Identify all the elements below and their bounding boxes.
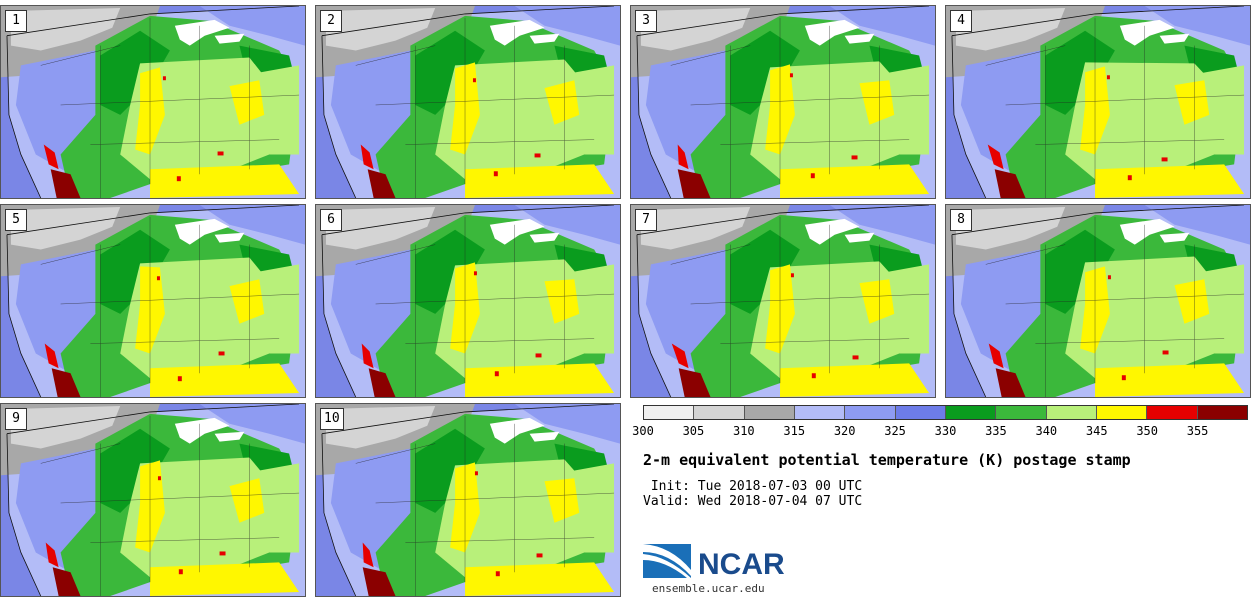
member-map-panel: 4 <box>945 5 1251 199</box>
member-map-panel: 9 <box>0 403 306 597</box>
colorbar-bin-10 <box>1147 406 1198 419</box>
colorbar-bin-3 <box>794 406 846 419</box>
member-number-label: 5 <box>5 209 27 231</box>
colorbar-bin-0 <box>644 406 695 419</box>
member-map-panel: 5 <box>0 204 306 398</box>
colorbar <box>643 405 1248 420</box>
colorbar-tick-label: 330 <box>934 424 957 438</box>
colorbar-bin-11 <box>1197 406 1247 419</box>
colorbar-bin-6 <box>945 406 997 419</box>
member-number-label: 6 <box>320 209 342 231</box>
colorbar-ticks: 300 305 310 315 320 325 330 335 340 345 350 355 <box>632 424 1248 440</box>
member-number-label: 1 <box>5 10 27 32</box>
colorbar-tick-label: 325 <box>884 424 906 438</box>
member-number-label: 10 <box>320 408 344 430</box>
colorbar-bin-8 <box>1046 406 1097 419</box>
member-map-panel: 10 <box>315 403 621 597</box>
ncar-logo-text: NCAR <box>698 548 785 581</box>
member-map-panel: 1 <box>0 5 306 199</box>
valid-time: Valid: Wed 2018-07-04 07 UTC <box>643 494 863 509</box>
member-map-panel: 2 <box>315 5 621 199</box>
member-map-panel: 3 <box>630 5 936 199</box>
colorbar-tick-label: 310 <box>732 424 755 438</box>
colorbar-bin-1 <box>694 406 745 419</box>
colorbar-bin-9 <box>1096 406 1148 419</box>
member-number-label: 8 <box>950 209 972 231</box>
member-map-panel: 7 <box>630 204 936 398</box>
colorbar-bin-2 <box>744 406 795 419</box>
colorbar-tick-label: 350 <box>1136 424 1158 438</box>
colorbar-tick-label: 345 <box>1085 424 1108 438</box>
member-number-label: 3 <box>635 10 657 32</box>
colorbar-bin-7 <box>996 406 1047 419</box>
colorbar-tick-label: 320 <box>833 424 856 438</box>
colorbar-bin-5 <box>895 406 946 419</box>
colorbar-tick-label: 300 <box>632 424 654 438</box>
colorbar-tick-label: 305 <box>682 424 705 438</box>
colorbar-tick-label: 315 <box>783 424 806 438</box>
member-number-label: 2 <box>320 10 342 32</box>
member-map-panel: 6 <box>315 204 621 398</box>
colorbar-tick-label: 340 <box>1035 424 1058 438</box>
colorbar-tick-label: 335 <box>985 424 1007 438</box>
member-number-label: 7 <box>635 209 657 231</box>
product-title: 2-m equivalent potential temperature (K)… <box>643 451 1131 469</box>
member-number-label: 4 <box>950 10 972 32</box>
colorbar-bin-4 <box>845 406 896 419</box>
colorbar-tick-label: 355 <box>1186 424 1209 438</box>
member-number-label: 9 <box>5 408 27 430</box>
member-map-panel: 8 <box>945 204 1251 398</box>
ensemble-url: ensemble.ucar.edu <box>652 582 765 595</box>
ncar-logo-icon <box>643 544 691 578</box>
init-time: Init: Tue 2018-07-03 00 UTC <box>643 479 863 494</box>
